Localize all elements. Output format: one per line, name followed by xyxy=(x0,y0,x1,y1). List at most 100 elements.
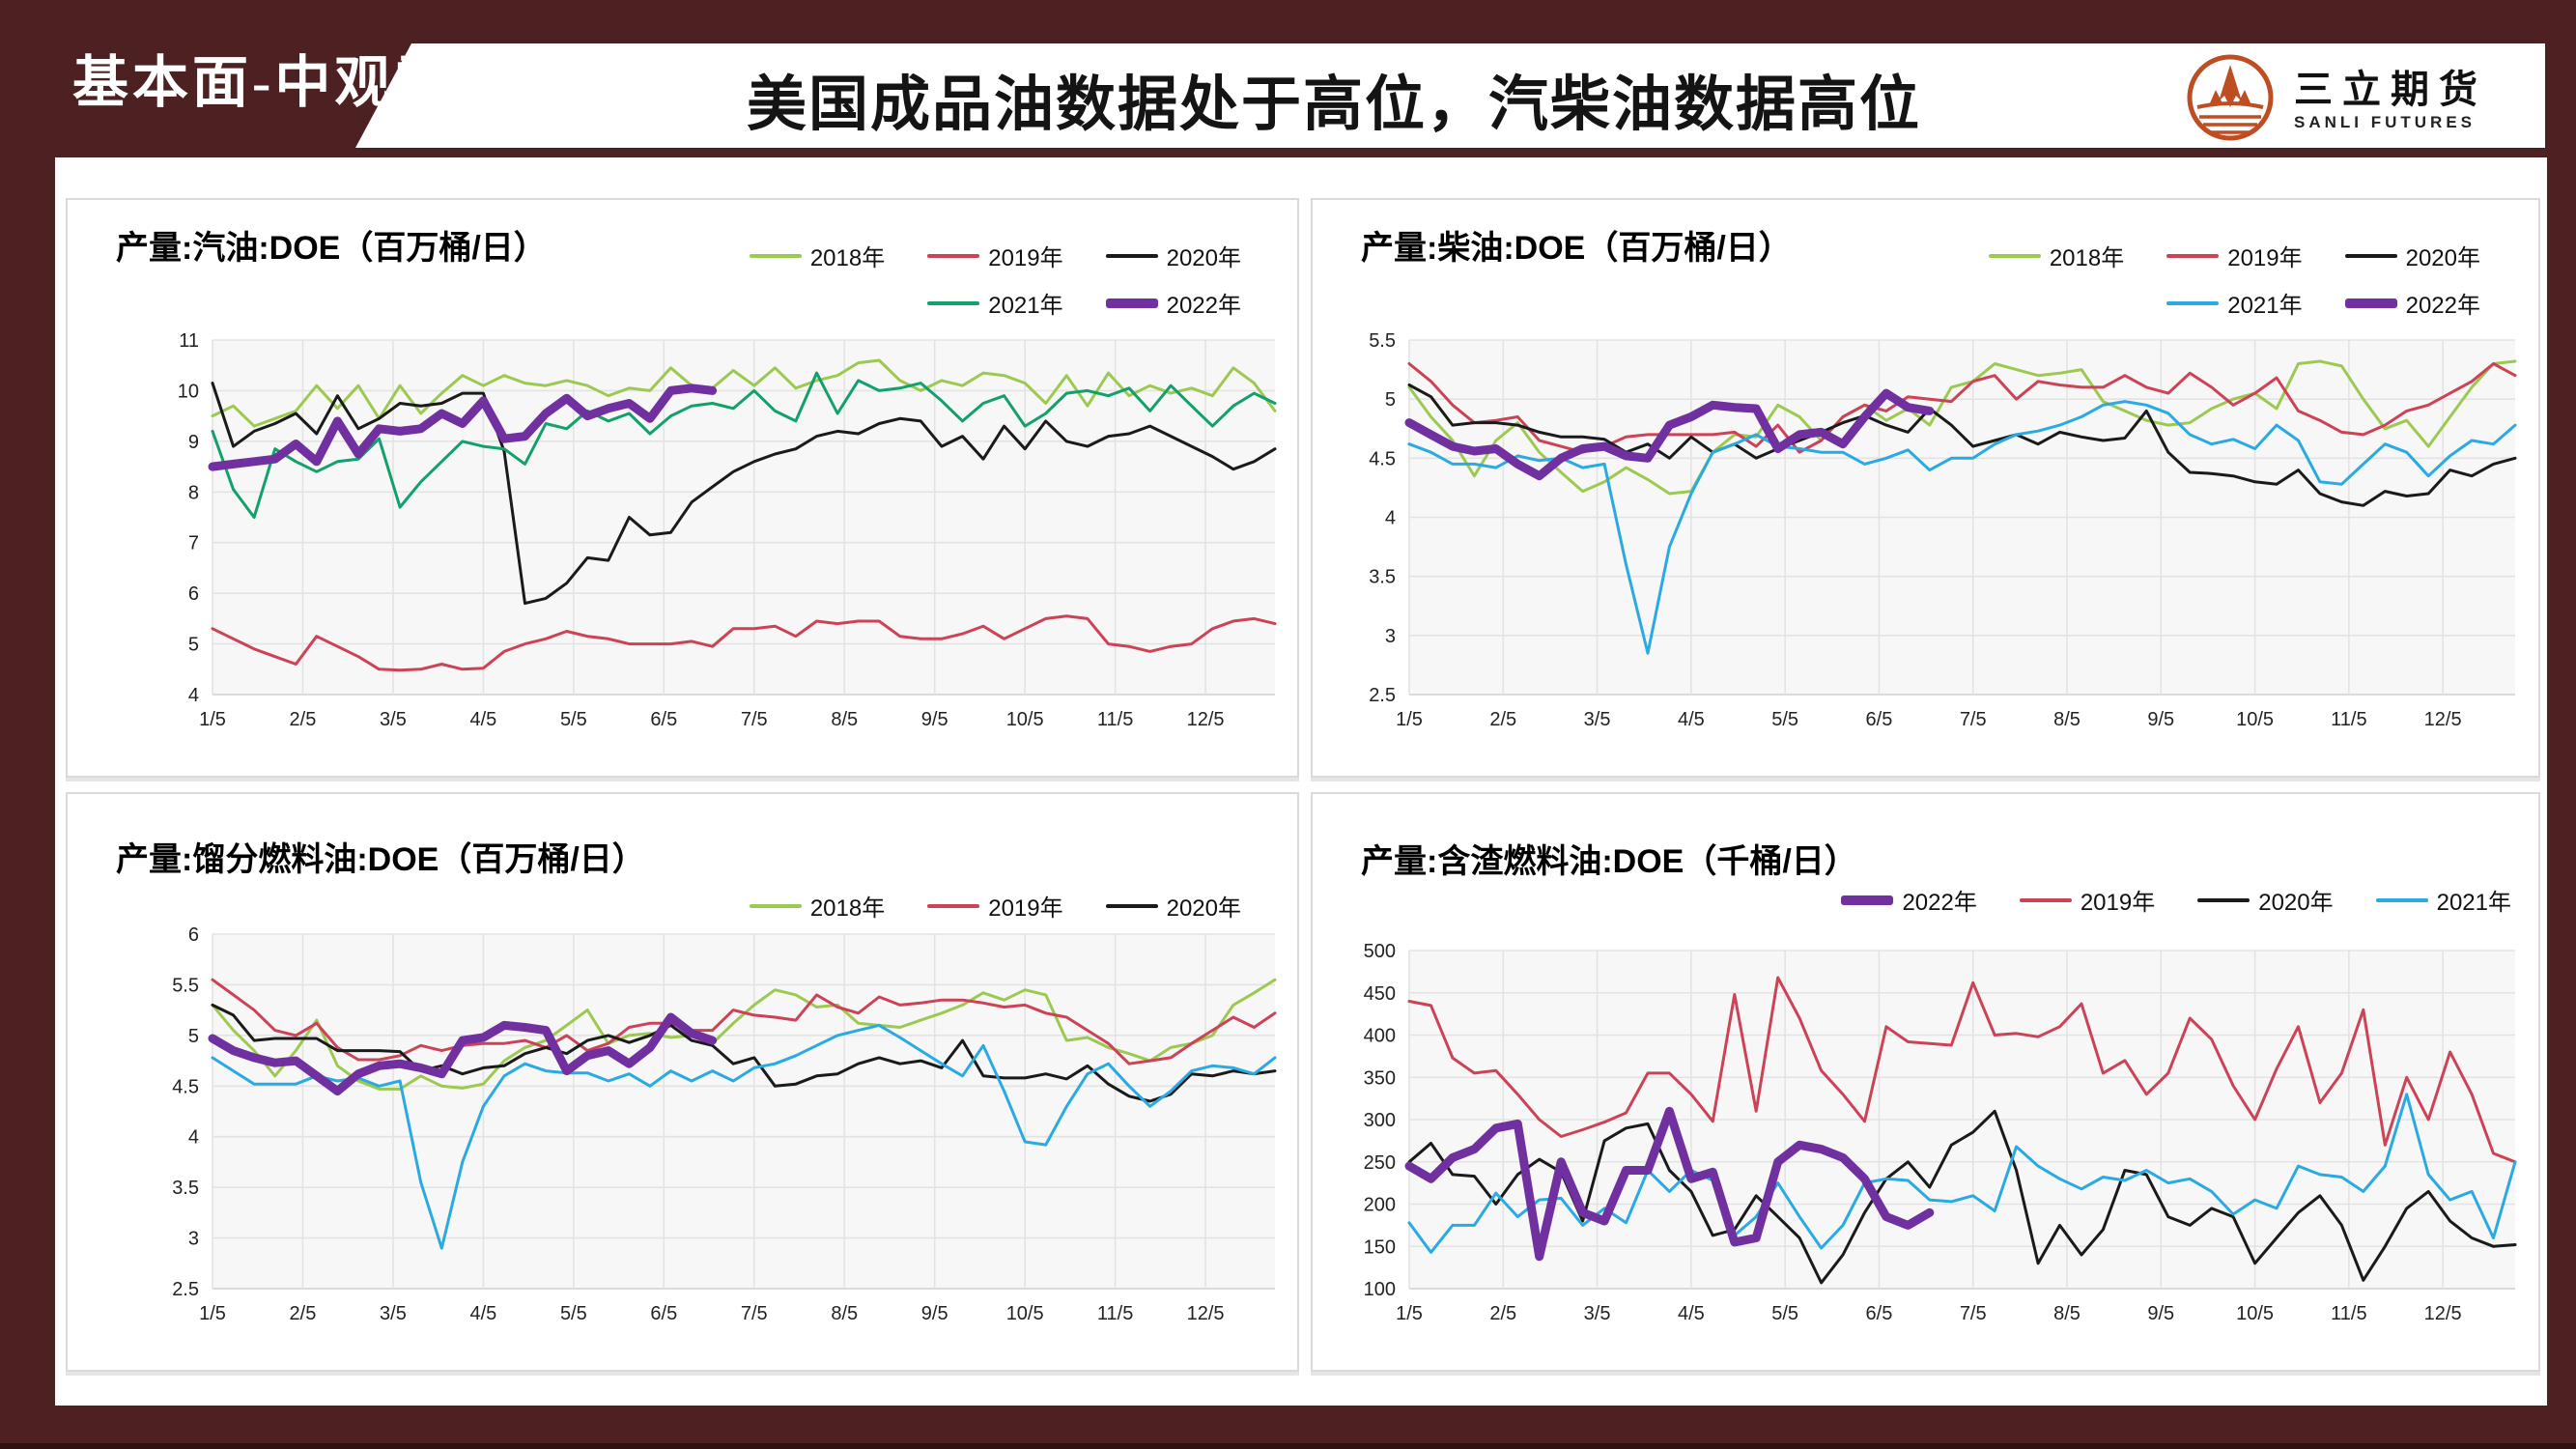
svg-text:1/5: 1/5 xyxy=(1396,1303,1423,1324)
svg-text:7/5: 7/5 xyxy=(1960,1303,1987,1324)
legend-label: 2020年 xyxy=(1166,895,1241,922)
logo: 三立期货 SANLI FUTURES xyxy=(2184,51,2487,148)
legend-item: 2018年 xyxy=(749,239,885,272)
legend-swatch-icon xyxy=(1105,253,1158,258)
legend-item: 2019年 xyxy=(927,889,1063,923)
svg-text:2.5: 2.5 xyxy=(1369,685,1396,706)
legend-label: 2020年 xyxy=(1166,245,1241,271)
svg-text:150: 150 xyxy=(1364,1236,1396,1258)
logo-text-en: SANLI FUTURES xyxy=(2294,112,2476,131)
svg-text:11: 11 xyxy=(179,330,199,352)
chart-panel-diesel: 产量:柴油:DOE（百万桶/日） 2018年 2019年 2020年 2021年 202… xyxy=(1311,198,2540,778)
series-line-2022 xyxy=(1404,388,1935,481)
svg-text:5/5: 5/5 xyxy=(560,709,587,730)
chart-legend: 2018年 2019年 2020年 2021年 2022年 xyxy=(1988,239,2480,320)
series-line-2018 xyxy=(1407,359,2517,496)
chart-plot: 2.5 3 3.5 4 4.5 5 5.5 1/5 2/5 3/5 4/5 5/5 6/5 7/5 8/5 9… xyxy=(1369,330,2517,730)
legend-swatch-icon xyxy=(2344,298,2397,308)
svg-text:2/5: 2/5 xyxy=(290,1303,317,1324)
chart-panel-distillate: 产量:馏分燃料油:DOE（百万桶/日） 2018年2019年2020年2021年… xyxy=(66,792,1299,1372)
svg-text:6/5: 6/5 xyxy=(1866,709,1893,730)
svg-text:6: 6 xyxy=(188,924,199,946)
legend-swatch-icon xyxy=(749,253,802,258)
svg-text:12/5: 12/5 xyxy=(1187,709,1225,730)
legend-label: 2021年 xyxy=(988,293,1063,319)
svg-text:10/5: 10/5 xyxy=(1006,709,1044,730)
legend-item: 2018年 xyxy=(749,889,886,923)
series-line-2019 xyxy=(1407,976,2517,1164)
legend-label: 2019年 xyxy=(2080,890,2156,916)
svg-text:11/5: 11/5 xyxy=(2331,709,2366,730)
svg-text:3: 3 xyxy=(188,1229,199,1250)
legend-swatch-icon xyxy=(1988,253,2041,258)
svg-text:7/5: 7/5 xyxy=(1960,709,1987,730)
svg-text:10/5: 10/5 xyxy=(2236,1303,2274,1324)
header-bar: 基本面-中观需求 美国成品油数据处于高位，汽柴油数据高位 xyxy=(0,0,2576,157)
chart-plot: 4 5 6 7 8 9 10 11 1/5 2/5 3/5 4/5 5/5 6/5 7/5 8/5 9/5 10/… xyxy=(178,330,1277,730)
chart-legend: 2022年 2019年 2020年 2021年 xyxy=(1841,883,2511,917)
svg-text:7/5: 7/5 xyxy=(741,709,768,730)
svg-text:1/5: 1/5 xyxy=(199,709,226,730)
series-line-2018 xyxy=(211,358,1277,428)
legend-item: 2019年 xyxy=(927,239,1063,272)
legend-swatch-icon xyxy=(2344,253,2397,258)
title-banner: 美国成品油数据处于高位，汽柴油数据高位 三立期货 xyxy=(355,43,2545,148)
sanli-logo-icon xyxy=(2184,51,2277,148)
series-line-2021 xyxy=(1407,400,2517,655)
svg-text:3.5: 3.5 xyxy=(172,1178,199,1199)
legend-label: 2019年 xyxy=(2227,245,2303,271)
series-line-2022 xyxy=(208,1012,718,1095)
series-line-2019 xyxy=(211,614,1277,672)
svg-text:11/5: 11/5 xyxy=(1097,709,1133,730)
svg-text:4.5: 4.5 xyxy=(1369,448,1396,469)
svg-text:2/5: 2/5 xyxy=(1489,709,1516,730)
legend-swatch-icon xyxy=(2166,300,2220,305)
svg-text:5: 5 xyxy=(188,1026,199,1047)
series-line-2021 xyxy=(211,371,1277,519)
legend-item: 2020年 xyxy=(2197,883,2334,917)
svg-text:10/5: 10/5 xyxy=(1006,1303,1044,1324)
svg-text:3/5: 3/5 xyxy=(1584,1303,1611,1324)
svg-text:9/5: 9/5 xyxy=(921,1303,948,1324)
legend-label: 2022年 xyxy=(1902,890,1977,916)
legend-item: 2020年 xyxy=(1105,239,1241,272)
svg-text:8/5: 8/5 xyxy=(831,1303,858,1324)
legend-label: 2018年 xyxy=(809,895,886,922)
legend-swatch-icon xyxy=(927,253,980,258)
chart-plot: 100 150 200 250 300 350 400 450 500 1/5 2/5 3/5 4/5 5… xyxy=(1364,941,2517,1324)
svg-text:400: 400 xyxy=(1364,1026,1396,1047)
svg-text:350: 350 xyxy=(1364,1067,1396,1089)
svg-text:8/5: 8/5 xyxy=(831,709,858,730)
svg-text:300: 300 xyxy=(1364,1110,1396,1131)
legend-swatch-icon xyxy=(2166,253,2220,258)
legend-label: 2021年 xyxy=(2436,890,2511,916)
legend-item: 2021年 xyxy=(927,286,1063,320)
svg-text:9/5: 9/5 xyxy=(2147,709,2174,730)
svg-text:1/5: 1/5 xyxy=(1396,709,1423,730)
svg-text:9: 9 xyxy=(188,432,199,453)
chart-title: 产量:馏分燃料油:DOE（百万桶/日） xyxy=(116,841,645,878)
svg-text:4/5: 4/5 xyxy=(469,709,496,730)
svg-text:2.5: 2.5 xyxy=(172,1279,199,1300)
svg-text:5: 5 xyxy=(1385,389,1396,411)
logo-text-cn: 三立期货 xyxy=(2294,68,2487,111)
svg-text:7: 7 xyxy=(188,533,199,554)
legend-label: 2020年 xyxy=(2405,245,2480,271)
series-line-2018 xyxy=(211,978,1277,1091)
series-line-2019 xyxy=(211,978,1277,1065)
svg-text:11/5: 11/5 xyxy=(2331,1303,2366,1324)
svg-text:250: 250 xyxy=(1364,1152,1396,1174)
svg-text:12/5: 12/5 xyxy=(2424,1303,2462,1324)
legend-item: 2022年 xyxy=(1841,883,1977,917)
svg-text:5/5: 5/5 xyxy=(1771,1303,1798,1324)
legend-label: 2020年 xyxy=(2258,890,2334,916)
svg-text:6/5: 6/5 xyxy=(1866,1303,1893,1324)
svg-text:100: 100 xyxy=(1364,1279,1396,1300)
chart-title: 产量:含渣燃料油:DOE（千桶/日） xyxy=(1361,843,1857,880)
svg-text:2/5: 2/5 xyxy=(1489,1303,1516,1324)
svg-text:9/5: 9/5 xyxy=(2147,1303,2174,1324)
svg-text:4/5: 4/5 xyxy=(1678,1303,1705,1324)
svg-text:10/5: 10/5 xyxy=(2236,709,2274,730)
legend-swatch-icon xyxy=(2375,897,2428,902)
svg-text:8/5: 8/5 xyxy=(2053,709,2081,730)
